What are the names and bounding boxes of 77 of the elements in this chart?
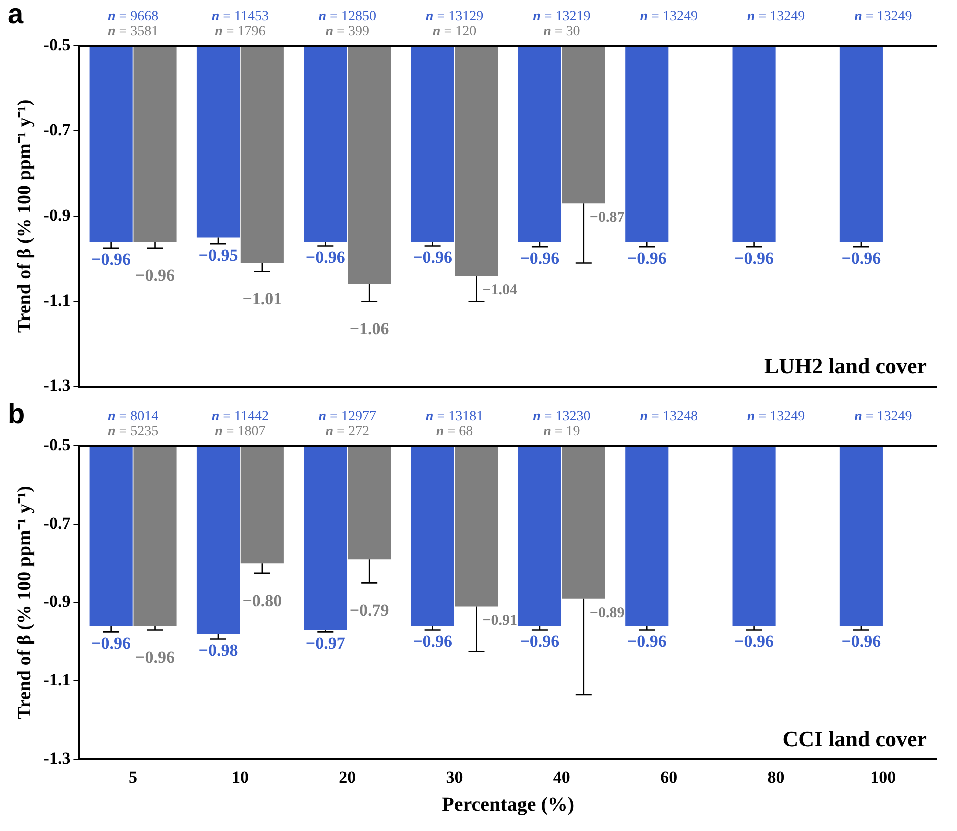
data-label: −0.96	[734, 632, 774, 652]
annotation: n = 30	[544, 24, 580, 40]
data-label: −0.96	[306, 248, 346, 268]
annotation: n = 399	[326, 24, 370, 40]
annotation: n = 13249	[747, 10, 806, 25]
annotation: n = 13181	[426, 410, 484, 425]
annotation: n = 11442	[212, 410, 270, 425]
annotation: n = 19	[544, 424, 580, 440]
annotation: n = 1807	[215, 424, 266, 440]
data-label: −0.87	[590, 210, 626, 226]
y-tick-label: -0.9	[44, 592, 71, 612]
x-tick-label: 10	[232, 768, 249, 788]
annotation: n = 13129	[426, 10, 484, 25]
data-label: −0.89	[590, 605, 625, 622]
annotation: CCI land cover	[782, 726, 928, 752]
annotation: n = 68	[436, 424, 474, 440]
annotation: n = 13249	[854, 410, 912, 425]
annotation: n = 13249	[640, 10, 698, 25]
x-axis-title: Percentage (%)	[442, 794, 575, 816]
data-label: −0.96	[413, 632, 453, 652]
x-tick-label: 20	[339, 768, 356, 788]
x-tick-label: 60	[660, 768, 678, 788]
chart-title: a	[8, 0, 24, 30]
data-label: −0.96	[92, 250, 132, 270]
x-tick-label: 30	[446, 768, 464, 788]
data-label: −1.04	[482, 282, 518, 298]
annotation: n = 1796	[215, 24, 266, 40]
data-label: −0.96	[842, 632, 882, 652]
data-label: −0.79	[350, 601, 390, 620]
y-tick-label: -1.1	[44, 670, 71, 690]
annotation: LUH2 land cover	[764, 353, 928, 378]
annotation: n = 13249	[854, 10, 912, 25]
x-tick-label: 80	[768, 768, 785, 788]
annotation: n = 3581	[108, 24, 159, 40]
data-label: −0.98	[198, 641, 238, 660]
data-label: −0.96	[92, 634, 132, 654]
annotation: n = 13248	[640, 410, 698, 425]
data-label: −0.97	[306, 634, 346, 654]
data-label: −0.96	[520, 632, 560, 652]
annotation: n = 9668	[108, 10, 159, 25]
annotation: n = 272	[326, 424, 370, 440]
data-label: −1.01	[242, 290, 282, 309]
y-tick-label: -1.3	[44, 748, 71, 768]
annotation: n = 8014	[108, 410, 159, 425]
data-label: −0.80	[242, 591, 282, 610]
x-tick-label: 5	[129, 768, 138, 788]
y-tick-label: -0.5	[44, 435, 71, 454]
data-label: −0.91	[482, 613, 518, 630]
annotation: n = 13249	[747, 410, 806, 425]
y-tick-label: -0.7	[44, 514, 72, 533]
y-tick-label: -0.7	[44, 120, 72, 140]
annotation: n = 12850	[318, 10, 376, 25]
y-tick-label: -1.3	[44, 376, 71, 396]
x-tick-label: 40	[553, 768, 570, 788]
data-label: −0.96	[627, 248, 667, 268]
annotation: n = 13219	[533, 10, 591, 25]
annotation: n = 120	[432, 24, 477, 40]
data-label: −0.96	[413, 248, 453, 268]
data-label: −0.96	[842, 248, 882, 268]
y-tick-label: -0.5	[44, 35, 71, 54]
data-label: −1.06	[350, 319, 390, 338]
y-tick-label: -1.1	[44, 290, 71, 310]
annotation: n = 5235	[108, 424, 159, 440]
data-label: −0.96	[627, 632, 667, 652]
annotation: n = 13230	[533, 410, 591, 425]
data-label: −0.96	[734, 248, 774, 268]
data-label: −0.96	[136, 648, 175, 668]
y-axis-title: Trend of β (% 100 ppm⁻¹ y⁻¹)	[14, 486, 36, 720]
annotation: n = 11453	[212, 10, 270, 25]
annotation: n = 12977	[318, 410, 376, 425]
data-label: −0.95	[198, 246, 238, 265]
x-tick-label: 100	[870, 768, 896, 788]
chart-title: b	[8, 398, 26, 430]
data-label: −0.96	[136, 266, 175, 286]
y-axis-title: Trend of β (% 100 ppm⁻¹ y⁻¹)	[14, 100, 36, 334]
data-label: −0.96	[520, 248, 560, 268]
y-tick-label: -0.9	[44, 206, 71, 225]
